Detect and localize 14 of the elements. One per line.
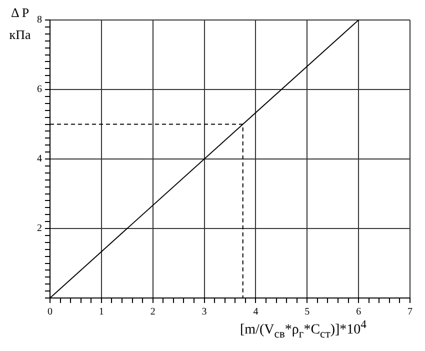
x-tick-label: 5 bbox=[304, 306, 310, 318]
x-tick-label: 0 bbox=[48, 306, 52, 318]
y-axis-title: Δ P кПа bbox=[8, 4, 32, 44]
y-tick-label: 2 bbox=[37, 223, 42, 234]
x-tick-label: 6 bbox=[356, 306, 362, 318]
x-tick-label: 3 bbox=[202, 306, 207, 318]
x-tick-label: 4 bbox=[253, 306, 258, 318]
x-axis-title: [m/(V$_{св}$*ρ$_{г}$*C$_{ст}$)]*10$^{4}$ bbox=[240, 318, 366, 340]
y-tick-label: 8 bbox=[37, 14, 42, 26]
y-tick-label: 4 bbox=[37, 154, 42, 165]
x-tick-label: 2 bbox=[150, 306, 156, 318]
x-tick-label: 7 bbox=[408, 306, 412, 318]
y-tick-label: 6 bbox=[37, 84, 42, 96]
x-tick-label: 1 bbox=[98, 306, 104, 318]
